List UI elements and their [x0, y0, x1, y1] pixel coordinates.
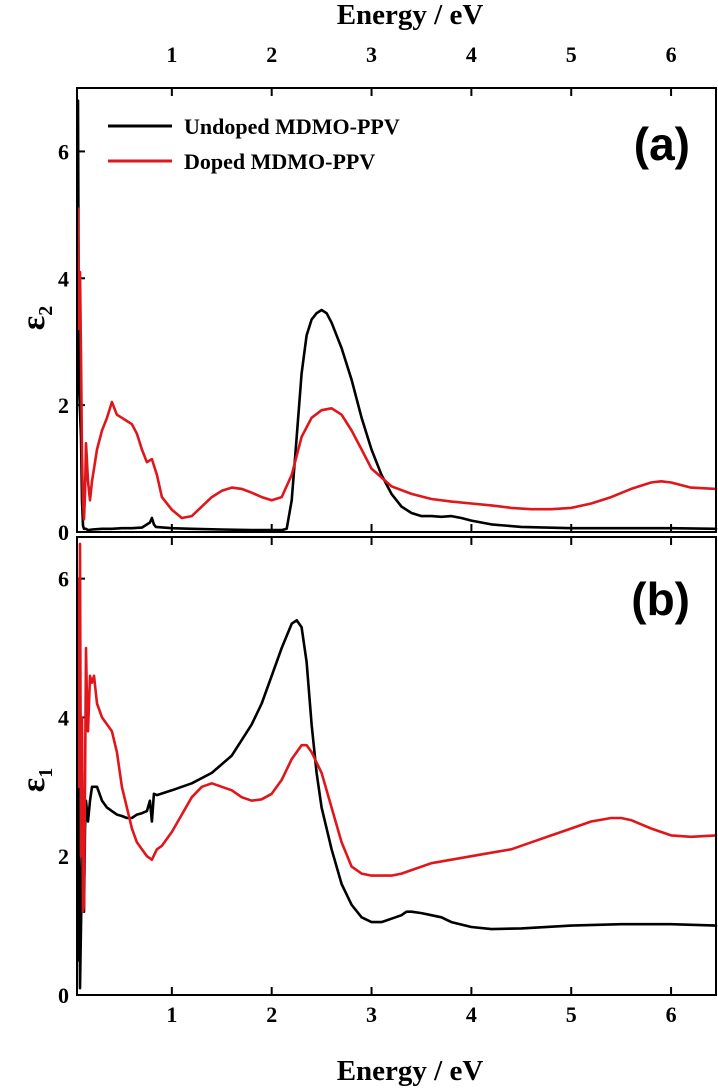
panel-a-label: (a): [634, 118, 690, 170]
panel-b-y-tick-label-6: 6: [58, 567, 69, 592]
panel-b-series-undoped-line: [76, 618, 718, 990]
panel-a-y-tick-label-0: 0: [58, 520, 69, 545]
panel-b-y-axis-title: ε1: [15, 768, 57, 793]
panel-a-y-axis-title: ε2: [15, 306, 57, 331]
bottom-x-tick-label-2: 2: [266, 1002, 277, 1027]
panel-a-series: [76, 99, 718, 532]
panel-b-ticks: 0 2 4 6: [58, 537, 673, 1008]
top-x-axis-ticks: 1 2 3 4 5 6: [166, 42, 676, 67]
panel-a-y-axis-symbol: ε: [15, 316, 52, 331]
panel-b-label: (b): [631, 573, 690, 625]
panel-a-y-tick-label-2: 2: [58, 393, 69, 418]
legend-label-doped: Doped MDMO-PPV: [184, 149, 375, 174]
top-x-tick-label-1: 1: [166, 42, 177, 67]
bottom-x-tick-label-4: 4: [466, 1002, 477, 1027]
panel-b-y-axis-subscript: 1: [35, 768, 57, 778]
top-x-tick-label-4: 4: [466, 42, 477, 67]
panel-b-y-tick-label-4: 4: [58, 705, 69, 730]
panel-a-y-tick-label-4: 4: [58, 266, 69, 291]
panel-a-series-undoped-line: [76, 99, 718, 532]
panel-b-y-tick-label-0: 0: [58, 983, 69, 1008]
bottom-x-tick-label-3: 3: [366, 1002, 377, 1027]
panel-a-y-tick-label-6: 6: [58, 139, 69, 164]
top-x-tick-label-6: 6: [666, 42, 677, 67]
panel-a-y-axis-subscript: 2: [35, 306, 57, 316]
panel-a-series-doped-line: [76, 207, 718, 521]
panel-b: 0 2 4 6 (b) ε1: [15, 536, 718, 1008]
panel-b-y-axis-symbol: ε: [15, 778, 52, 793]
panel-b-series-doped-line: [76, 542, 718, 914]
top-x-tick-label-2: 2: [266, 42, 277, 67]
bottom-x-axis-title: Energy / eV: [337, 1055, 484, 1087]
bottom-x-tick-label-6: 6: [666, 1002, 677, 1027]
panel-a-frame: [76, 87, 717, 533]
bottom-x-tick-label-1: 1: [166, 1002, 177, 1027]
panel-b-frame: [76, 536, 717, 996]
top-x-tick-label-5: 5: [566, 42, 577, 67]
bottom-x-axis-ticks: 1 2 3 4 5 6: [166, 1002, 676, 1027]
legend-label-undoped: Undoped MDMO-PPV: [184, 114, 400, 139]
legend: Undoped MDMO-PPV Doped MDMO-PPV: [108, 114, 400, 174]
top-x-axis-title: Energy / eV: [337, 0, 484, 31]
panel-b-y-tick-label-2: 2: [58, 844, 69, 869]
top-x-tick-label-3: 3: [366, 42, 377, 67]
panel-b-series: [76, 542, 718, 990]
bottom-x-tick-label-5: 5: [566, 1002, 577, 1027]
